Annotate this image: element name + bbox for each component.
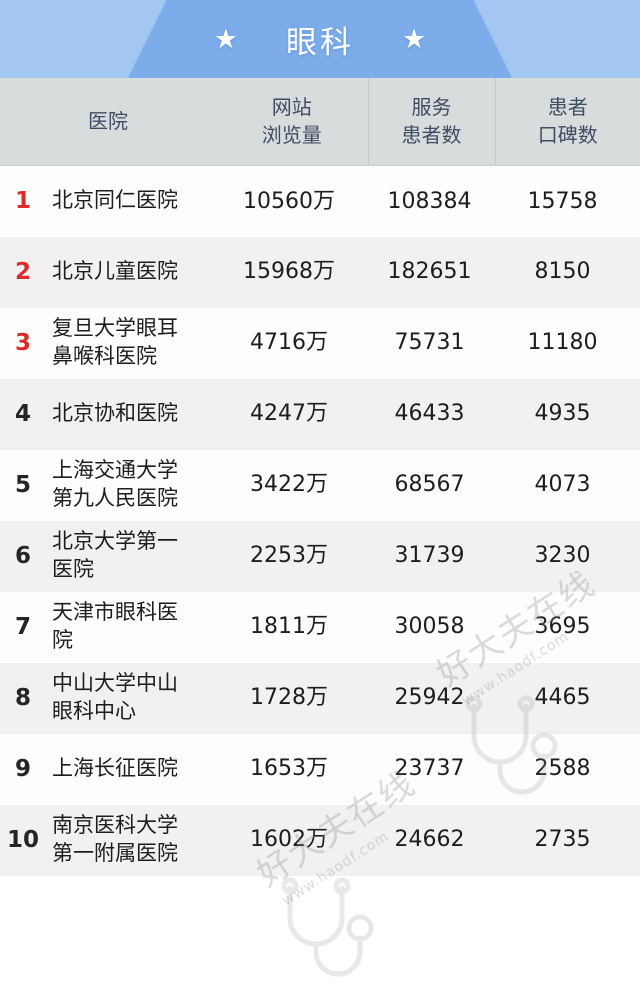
table-header: 医院 网站 浏览量 服务 患者数 患者 口碑数	[0, 78, 640, 166]
hospital-name-cell: 北京大学第一 医院	[48, 521, 216, 592]
rank-cell: 6	[14, 542, 31, 569]
reputation-cell: 11180	[527, 330, 598, 356]
reputation-cell: 2588	[534, 756, 591, 782]
hospital-name-line2: 医院	[52, 557, 94, 581]
reputation-cell: 2735	[534, 827, 591, 853]
rank-cell: 7	[14, 613, 31, 640]
hospital-name-cell: 天津市眼科医 院	[48, 592, 216, 663]
website-views-cell: 4716万	[250, 330, 328, 356]
hospital-name-cell: 南京医科大学 第一附属医院	[48, 805, 216, 876]
rank-cell: 8	[14, 684, 31, 711]
website-views-cell: 4247万	[250, 401, 328, 427]
hospital-name-cell: 中山大学中山 眼科中心	[48, 663, 216, 734]
rank-cell: 2	[14, 258, 31, 285]
hospital-name-line1: 复旦大学眼耳	[52, 316, 178, 341]
table-row[interactable]: 10 南京医科大学 第一附属医院 1602万 24662 2735	[0, 804, 640, 876]
hospital-name-line1: 中山大学中山	[52, 671, 178, 696]
served-patients-cell: 24662	[394, 827, 465, 853]
served-patients-cell: 25942	[394, 685, 465, 711]
column-header-served-patients: 服务 患者数	[368, 78, 496, 166]
reputation-cell: 4465	[534, 685, 591, 711]
table-row[interactable]: 2 北京儿童医院 15968万 182651 8150	[0, 236, 640, 308]
website-views-cell: 1602万	[250, 827, 328, 853]
hospital-name-cell: 北京同仁医院	[48, 166, 216, 237]
website-views-cell: 2253万	[250, 543, 328, 569]
rank-cell: 10	[6, 826, 39, 853]
banner-center-shape	[128, 0, 512, 78]
column-header-patient-reputation: 患者 口碑数	[495, 78, 640, 166]
table-row[interactable]: 8 中山大学中山 眼科中心 1728万 25942 4465	[0, 662, 640, 734]
website-views-cell: 10560万	[243, 188, 335, 214]
website-views-cell: 15968万	[243, 259, 335, 285]
category-banner: ★ 眼科 ★	[0, 0, 640, 78]
hospital-name-line1: 南京医科大学	[52, 813, 178, 838]
table-row[interactable]: 5 上海交通大学 第九人民医院 3422万 68567 4073	[0, 449, 640, 521]
column-header-hospital: 医院	[0, 78, 216, 166]
table-row[interactable]: 9 上海长征医院 1653万 23737 2588	[0, 733, 640, 805]
star-right-icon: ★	[402, 23, 427, 55]
table-row[interactable]: 3 复旦大学眼耳 鼻喉科医院 4716万 75731 11180	[0, 307, 640, 379]
banner-content: ★ 眼科 ★	[0, 0, 640, 78]
rank-cell: 5	[14, 471, 31, 498]
reputation-cell: 8150	[534, 259, 591, 285]
served-patients-cell: 68567	[394, 472, 465, 498]
table-body: 1 北京同仁医院 10560万 108384 15758 2 北京儿童医院 15…	[0, 165, 640, 876]
hospital-name-line2: 第一附属医院	[52, 841, 178, 865]
served-patients-cell: 75731	[394, 330, 465, 356]
category-title: 眼科	[286, 24, 354, 61]
hospital-name-line1: 北京协和医院	[52, 401, 178, 426]
hospital-name-line1: 天津市眼科医	[52, 600, 178, 625]
stethoscope-logo-icon	[268, 872, 388, 996]
hospital-name-line1: 北京大学第一	[52, 529, 178, 554]
reputation-cell: 3695	[534, 614, 591, 640]
reputation-cell: 3230	[534, 543, 591, 569]
hospital-name-line2: 院	[52, 628, 73, 652]
hospital-name-cell: 复旦大学眼耳 鼻喉科医院	[48, 308, 216, 379]
reputation-cell: 15758	[527, 188, 598, 214]
reputation-cell: 4935	[534, 401, 591, 427]
hospital-name-line1: 上海交通大学	[52, 458, 178, 483]
star-left-icon: ★	[213, 23, 238, 55]
served-patients-cell: 182651	[387, 259, 472, 285]
website-views-cell: 3422万	[250, 472, 328, 498]
table-row[interactable]: 1 北京同仁医院 10560万 108384 15758	[0, 165, 640, 237]
hospital-name-line1: 北京同仁医院	[52, 188, 178, 213]
hospital-name-cell: 上海交通大学 第九人民医院	[48, 450, 216, 521]
website-views-cell: 1728万	[250, 685, 328, 711]
hospital-name-line2: 鼻喉科医院	[52, 344, 157, 368]
table-row[interactable]: 4 北京协和医院 4247万 46433 4935	[0, 378, 640, 450]
rank-cell: 9	[14, 755, 31, 782]
table-row[interactable]: 7 天津市眼科医 院 1811万 30058 3695	[0, 591, 640, 663]
hospital-name-line1: 北京儿童医院	[52, 259, 178, 284]
hospital-name-cell: 上海长征医院	[48, 734, 216, 805]
rank-cell: 3	[14, 329, 31, 356]
website-views-cell: 1811万	[250, 614, 328, 640]
website-views-cell: 1653万	[250, 756, 328, 782]
hospital-name-cell: 北京儿童医院	[48, 237, 216, 308]
hospital-ranking-table: 医院 网站 浏览量 服务 患者数 患者 口碑数 1 北京同仁医院 10560万 …	[0, 78, 640, 876]
column-header-website-views: 网站 浏览量	[216, 78, 369, 166]
rank-cell: 1	[14, 187, 31, 214]
reputation-cell: 4073	[534, 472, 591, 498]
rank-cell: 4	[14, 400, 31, 427]
hospital-name-line2: 第九人民医院	[52, 486, 178, 510]
hospital-name-line1: 上海长征医院	[52, 756, 178, 781]
table-row[interactable]: 6 北京大学第一 医院 2253万 31739 3230	[0, 520, 640, 592]
served-patients-cell: 46433	[394, 401, 465, 427]
served-patients-cell: 108384	[387, 188, 472, 214]
table-header-row: 医院 网站 浏览量 服务 患者数 患者 口碑数	[0, 78, 640, 166]
served-patients-cell: 23737	[394, 756, 465, 782]
served-patients-cell: 30058	[394, 614, 465, 640]
hospital-name-line2: 眼科中心	[52, 699, 136, 723]
hospital-name-cell: 北京协和医院	[48, 379, 216, 450]
served-patients-cell: 31739	[394, 543, 465, 569]
